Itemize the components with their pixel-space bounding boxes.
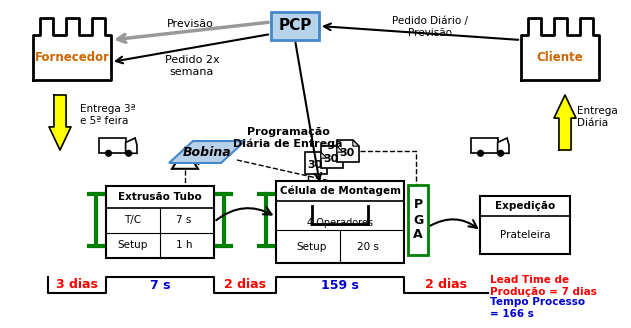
Polygon shape	[33, 18, 111, 80]
Bar	[271, 12, 319, 40]
Circle shape	[478, 151, 483, 156]
Polygon shape	[321, 146, 343, 168]
Text: Prateleira: Prateleira	[500, 230, 550, 240]
Bar	[99, 138, 126, 153]
Text: Previsão: Previsão	[167, 19, 213, 29]
Polygon shape	[49, 127, 71, 150]
Text: Bobina: Bobina	[183, 146, 232, 158]
Text: 30: 30	[323, 154, 338, 164]
Bar	[559, 118, 571, 150]
Polygon shape	[337, 146, 343, 152]
Text: Setup: Setup	[297, 242, 327, 252]
Text: T/C: T/C	[124, 215, 141, 225]
Text: Extrusão Tubo: Extrusão Tubo	[118, 192, 202, 202]
Text: 30: 30	[307, 160, 322, 170]
Polygon shape	[172, 148, 198, 169]
Bar	[471, 138, 498, 153]
Text: 159 s: 159 s	[321, 279, 359, 292]
Text: 3 dias: 3 dias	[56, 278, 98, 292]
Text: Setup: Setup	[118, 240, 148, 250]
Polygon shape	[498, 138, 509, 153]
Text: 1 h: 1 h	[175, 240, 192, 250]
Text: Pedido 2x
semana: Pedido 2x semana	[165, 55, 220, 77]
Text: Tempo Processo
= 166 s: Tempo Processo = 166 s	[490, 297, 585, 318]
Text: Fornecedor: Fornecedor	[35, 51, 110, 64]
Text: P
G
A: P G A	[413, 198, 423, 241]
Polygon shape	[337, 140, 359, 162]
Polygon shape	[305, 152, 327, 174]
Text: 2 dias: 2 dias	[425, 278, 467, 292]
Text: Cliente: Cliente	[536, 51, 584, 64]
Polygon shape	[169, 141, 245, 163]
Text: Programação
Diária de Entrega: Programação Diária de Entrega	[233, 127, 343, 149]
Circle shape	[105, 151, 112, 156]
Text: Lead Time de
Produção = 7 dias: Lead Time de Produção = 7 dias	[490, 275, 597, 297]
Bar	[54, 95, 66, 127]
Bar	[106, 186, 214, 258]
Circle shape	[126, 151, 131, 156]
Text: 7 s: 7 s	[176, 215, 191, 225]
Polygon shape	[126, 138, 137, 153]
Text: Pedido Diário /
Previsão: Pedido Diário / Previsão	[392, 16, 468, 38]
Polygon shape	[321, 152, 327, 158]
Text: 4 Operadores: 4 Operadores	[307, 218, 373, 228]
Bar	[408, 185, 428, 255]
Polygon shape	[353, 140, 359, 146]
Polygon shape	[521, 18, 599, 80]
Text: 30: 30	[339, 148, 355, 158]
Bar	[276, 181, 404, 263]
Bar	[480, 196, 570, 254]
Text: PCP: PCP	[278, 18, 312, 33]
Circle shape	[498, 151, 504, 156]
Text: 20 s: 20 s	[357, 242, 379, 252]
Text: Entrega 3ª
e 5ª feira: Entrega 3ª e 5ª feira	[80, 104, 136, 126]
Text: Entrega
Diária: Entrega Diária	[577, 106, 618, 128]
Text: 2 dias: 2 dias	[224, 278, 266, 292]
Text: Expedição: Expedição	[495, 201, 555, 211]
Text: 7 s: 7 s	[150, 279, 170, 292]
Polygon shape	[554, 95, 576, 118]
Text: Célula de Montagem: Célula de Montagem	[280, 186, 401, 196]
